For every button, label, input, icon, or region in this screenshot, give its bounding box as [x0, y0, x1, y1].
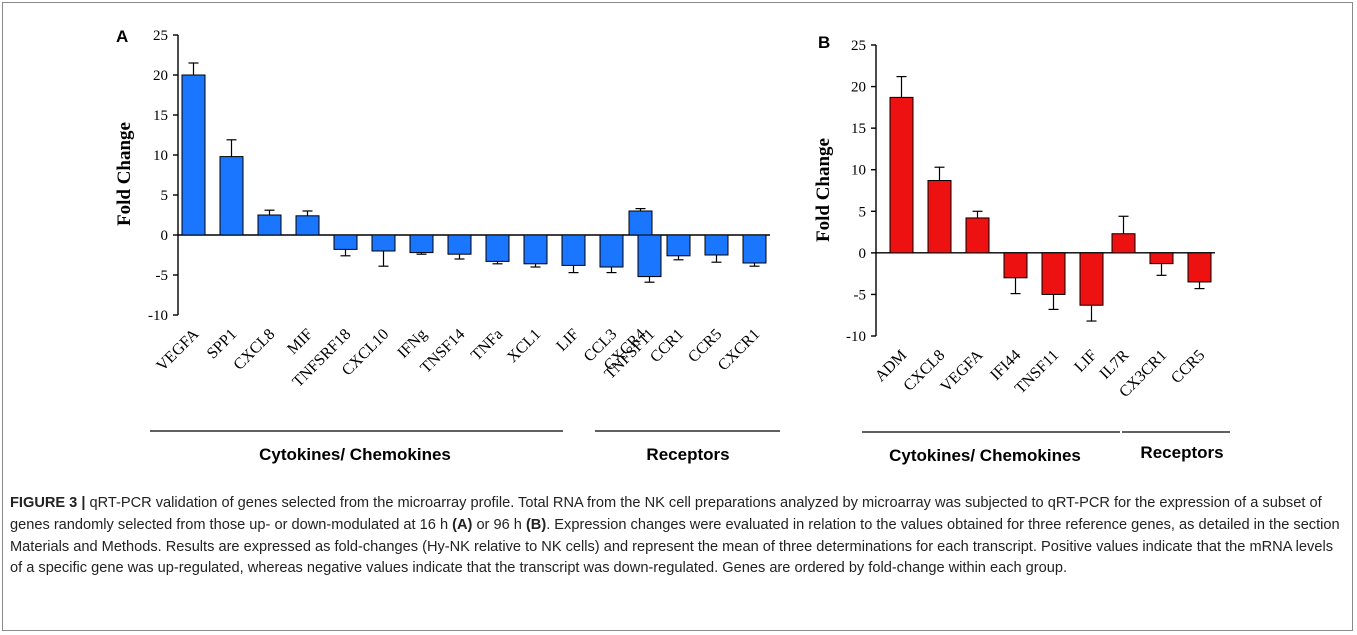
panel-a-bar-ifng: [409, 234, 434, 254]
panel-a-category-label-mif: MIF: [284, 326, 316, 358]
panel-a-group-label-receptors: Receptors: [646, 445, 729, 464]
caption-text-3: . Expression changes were evaluated in r…: [10, 516, 1340, 577]
panel-a-y-tick-label: 5: [161, 188, 169, 204]
panel-a-bar-lif: [561, 234, 586, 266]
figure-caption: FIGURE 3 | qRT-PCR validation of genes s…: [10, 493, 1345, 580]
panel-a-y-tick-label: 10: [153, 148, 168, 164]
caption-text-1: qRT-PCR validation of genes selected fro…: [10, 495, 1322, 533]
panel-b-bar-il7r: [1111, 233, 1136, 254]
panel-b-bar-cxcl8: [927, 180, 952, 254]
panel-b-bar-adm: [889, 96, 914, 254]
panel-a-bar-cxcl8: [257, 214, 282, 236]
group-labels: Cytokines/ Chemokines Receptors Cytokine…: [259, 443, 1223, 465]
panel-a-bar-tnfsrf18: [333, 234, 358, 250]
panel-b-y-tick-label: 0: [859, 246, 867, 262]
panel-a-bar-mif: [295, 215, 320, 236]
panel-b-bar-ifi44: [1003, 252, 1028, 279]
panel-b-bar-vegfa: [965, 217, 990, 254]
panel-b-group-label-receptors: Receptors: [1140, 443, 1223, 462]
panel-a-bar-tnfa: [485, 234, 510, 262]
panel-b-bar-tnsf11: [1041, 252, 1066, 295]
panel-a-y-tick-label: 20: [153, 68, 168, 84]
panel-a-y-tick-label: 0: [161, 228, 169, 244]
panel-a-category-label-xcl1: XCL1: [504, 326, 544, 366]
panel-a-y-axis-title: Fold Change: [114, 122, 135, 226]
panel-b-group-label-cytokines: Cytokines/ Chemokines: [889, 446, 1081, 465]
panel-b-category-label-ccr5: CCR5: [1168, 347, 1208, 387]
panel-b-bar-lif: [1079, 252, 1104, 306]
caption-figure-label: FIGURE 3 |: [10, 495, 86, 511]
panel-a-bar-xcl1: [523, 234, 548, 265]
panel-a-y-tick-label: -10: [148, 308, 168, 324]
panel-a-bar-spp1: [219, 156, 244, 236]
panel-b-y-tick-label: 10: [851, 163, 866, 179]
panel-a-letter: A: [116, 27, 128, 46]
panel-a-bar-tnfsf11: [637, 234, 662, 278]
caption-ref-b: (B): [525, 516, 547, 533]
panel-a-bar-tnsf14: [447, 234, 472, 255]
panel-a-y-tick-label: 15: [153, 108, 168, 124]
panel-b-category-label-vegfa: VEGFA: [937, 346, 986, 395]
panel-a-category-label-ccr1: CCR1: [647, 326, 687, 366]
panel-a-bar-cxcl10: [371, 234, 396, 252]
panel-b-letter: B: [818, 33, 830, 52]
panel-a-bar-ccr1: [666, 234, 691, 257]
panel-a-category-label-cxcr1: CXCR1: [715, 326, 763, 374]
panel-a-category-label-tnfa: TNFa: [468, 326, 506, 364]
caption-ref-a: (A): [452, 516, 473, 533]
panel-a-category-label-lif: LIF: [553, 326, 582, 355]
panel-b-y-tick-label: -5: [854, 287, 867, 303]
panel-a-y-tick-label: 25: [153, 28, 168, 44]
panel-a-y-tick-label: -5: [156, 268, 169, 284]
panel-a-bar-ccr5: [704, 234, 729, 256]
panel-b-bar-cx3cr1: [1149, 252, 1174, 265]
panel-a-category-label-vegfa: VEGFA: [153, 325, 202, 374]
panel-b-y-tick-label: 5: [859, 204, 867, 220]
panel-a-category-label-cxcl8: CXCL8: [230, 326, 278, 374]
panel-b-y-tick-label: 15: [851, 121, 866, 137]
panel-b-y-tick-label: 20: [851, 80, 866, 96]
caption-text-2: or 96 h: [472, 516, 526, 533]
panel-a-bar-ccl3: [599, 234, 624, 268]
panel-a-bar-cxcr4: [628, 210, 653, 236]
figure-charts: A B Fold Change Fold Change -10 -5 0 5 10 15 2…: [114, 27, 1230, 465]
panel-b-y-tick-label: -10: [846, 329, 866, 345]
panel-b-y-axis-title: Fold Change: [813, 138, 834, 242]
panel-b-y-tick-label: 25: [851, 38, 866, 54]
panel-b-bar-ccr5: [1187, 252, 1212, 283]
panel-a-group-label-cytokines: Cytokines/ Chemokines: [259, 445, 451, 464]
panel-a-bar-cxcr1: [742, 234, 767, 264]
panel-a-bar-vegfa: [181, 74, 206, 236]
